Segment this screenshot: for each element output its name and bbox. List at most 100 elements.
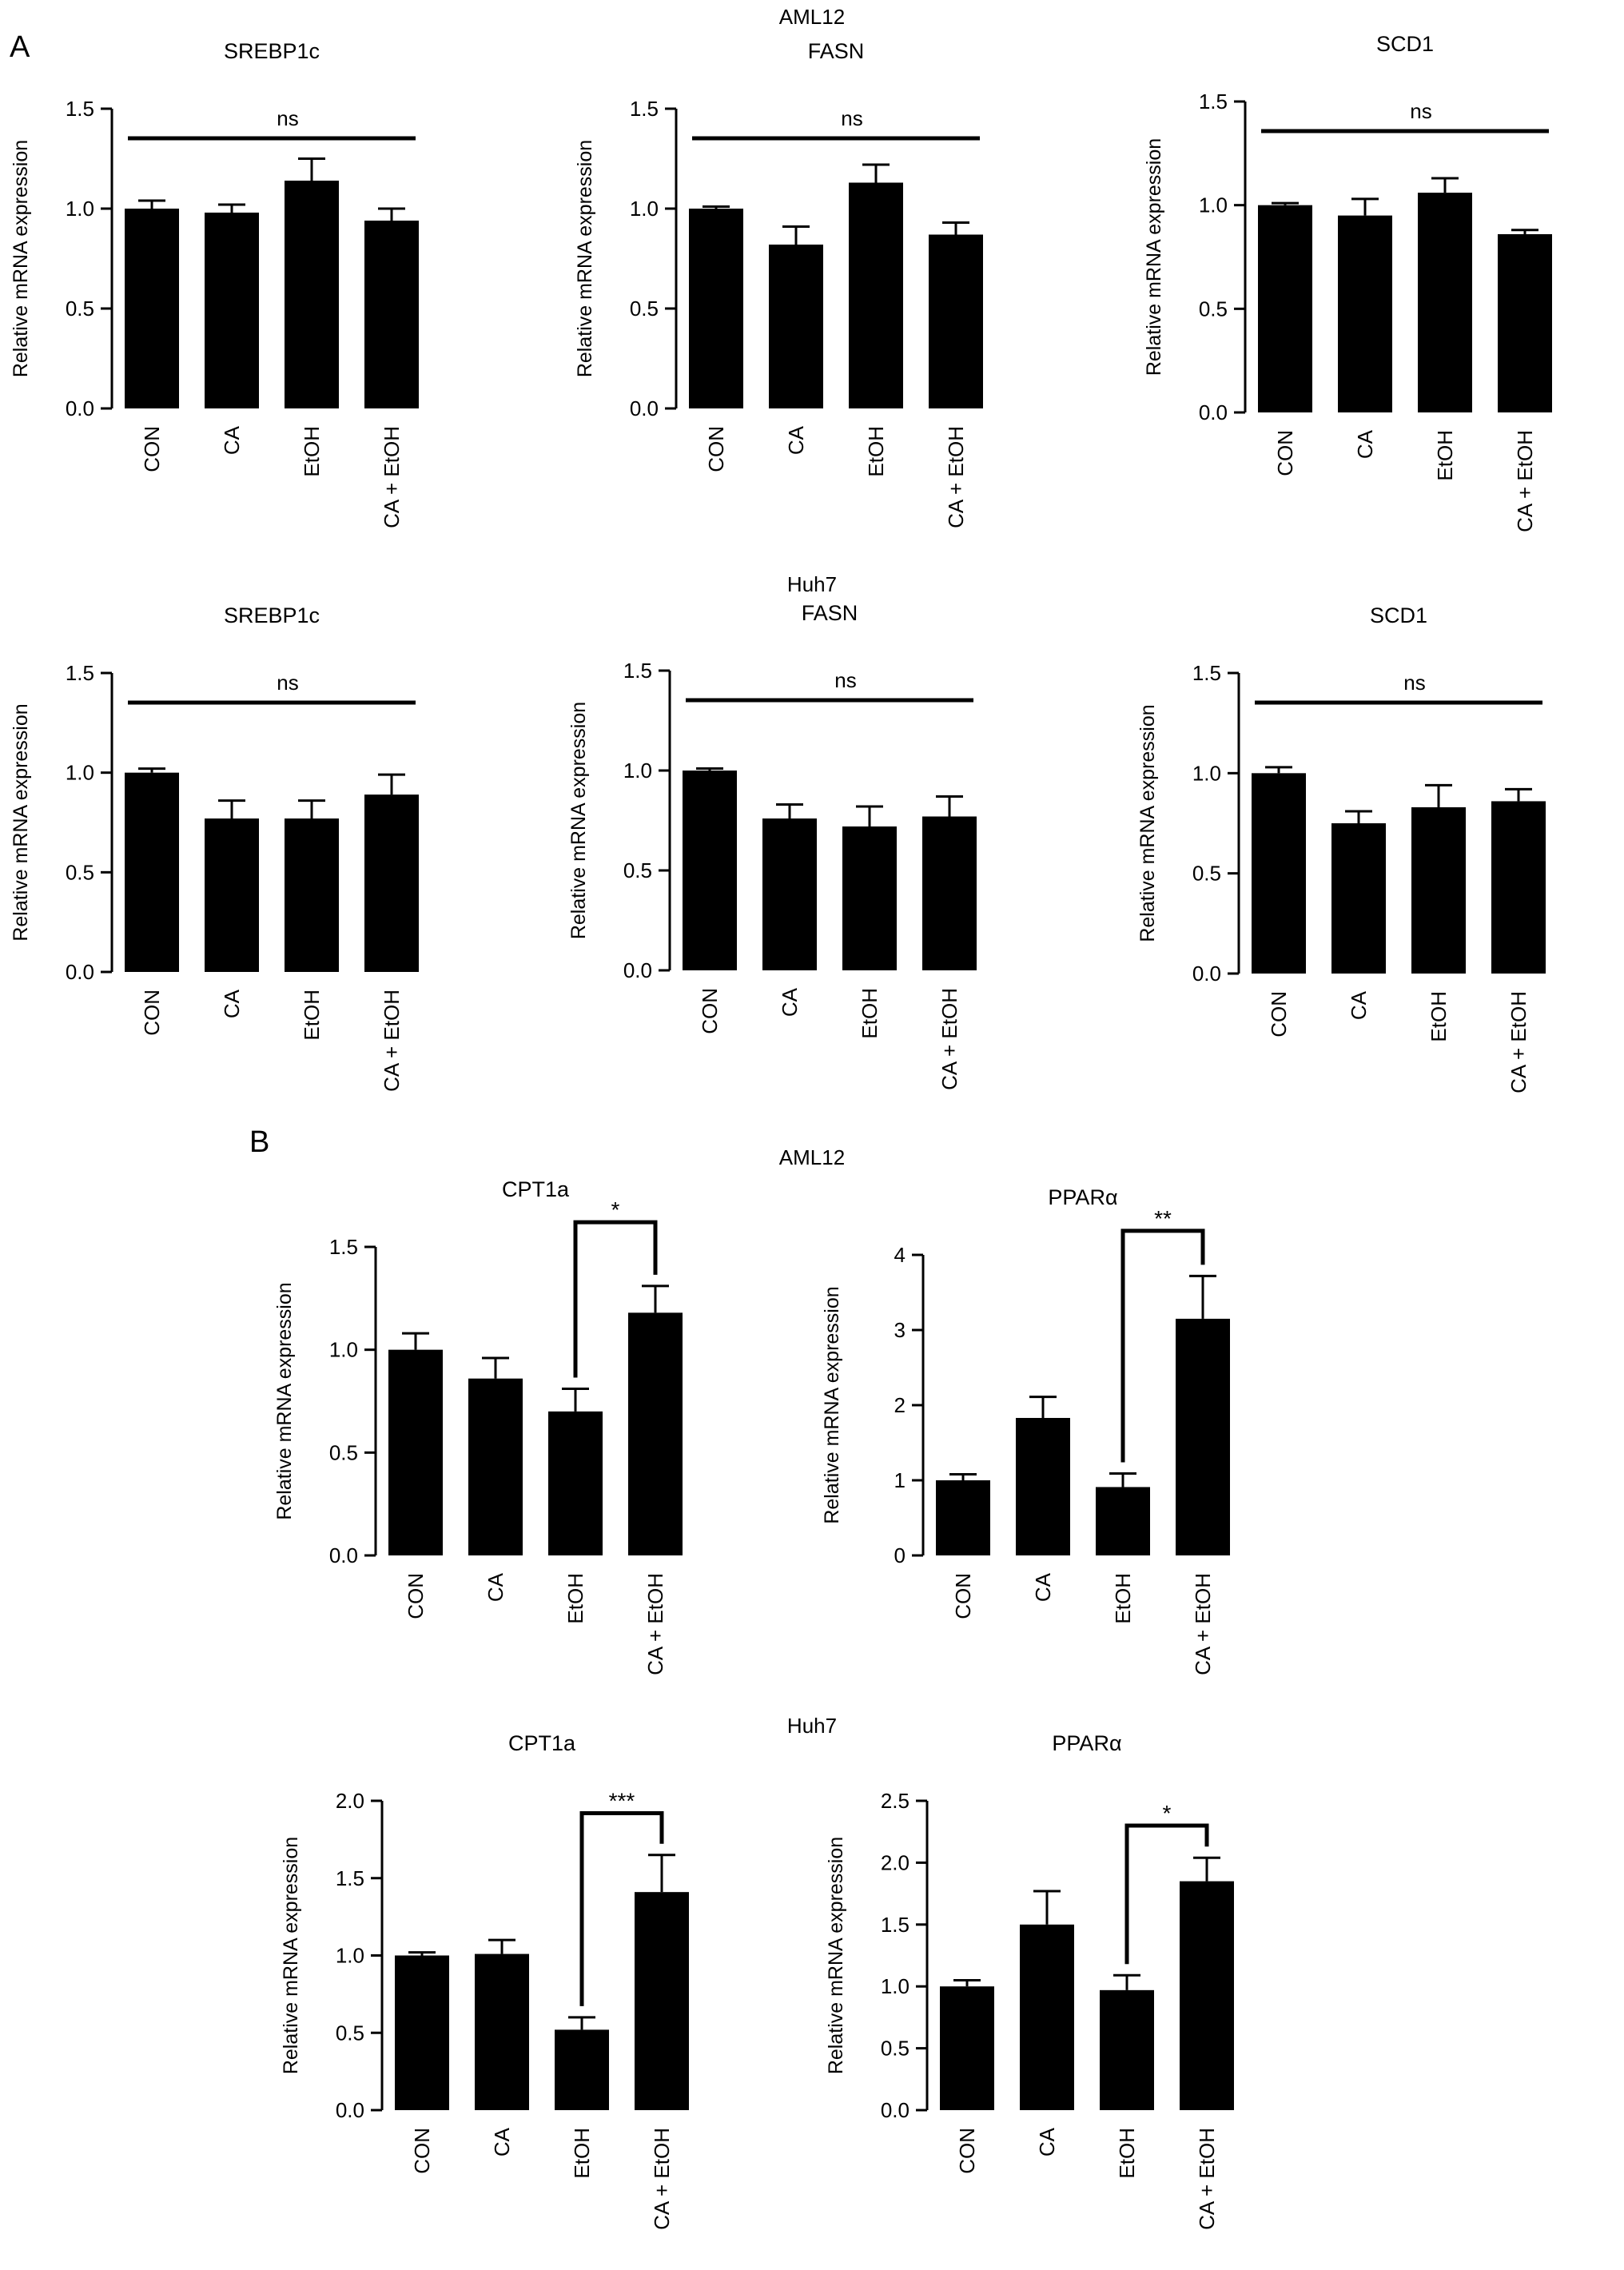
chart-title: FASN — [802, 601, 858, 625]
x-tick-label: CON — [140, 990, 164, 1036]
significance-label: ns — [1403, 671, 1425, 695]
x-tick-label: EtOH — [1433, 430, 1457, 481]
bar — [1418, 193, 1472, 412]
x-tick-label: CON — [704, 426, 728, 472]
y-tick-label: 0.0 — [66, 960, 94, 984]
y-axis-label: Relative mRNA expression — [825, 1837, 847, 2074]
bar — [929, 234, 983, 408]
significance-label: ns — [841, 106, 862, 130]
significance-label: ns — [277, 106, 298, 130]
bar — [555, 2029, 609, 2110]
y-tick-label: 1.5 — [623, 659, 652, 683]
y-tick-label: 1.0 — [881, 1974, 910, 1998]
y-tick-label: 0.0 — [881, 2098, 910, 2122]
chart-b-aml12-cpt1a: CPT1a Relative mRNA expression 0.0 0.5 1.0 1.… — [273, 1177, 683, 1675]
y-tick-label: 0.5 — [1199, 297, 1228, 321]
group-label-a-huh7: Huh7 — [786, 572, 838, 596]
chart-group: CPT1a Relative mRNA expression 0.0 0.5 1.0 1.… — [280, 1731, 689, 2230]
chart-b-huh7-cpt1a: CPT1a Relative mRNA expression 0.0 0.5 1.0 1.… — [280, 1731, 689, 2230]
x-tick-label: CA + EtOH — [380, 426, 404, 528]
significance-bracket — [1120, 1229, 1205, 1463]
y-tick-label: 0.0 — [1199, 400, 1228, 424]
y-tick-label: 0.5 — [881, 2037, 910, 2061]
x-tick-label: EtOH — [563, 1573, 587, 1624]
y-tick-label: 4 — [894, 1243, 906, 1267]
panel-letter-a: A — [10, 30, 30, 64]
chart-b-huh7-ppara: PPARα Relative mRNA expression 0.0 0.5 1.0 1.… — [825, 1731, 1234, 2230]
significance-label: ns — [834, 668, 856, 692]
y-tick-label: 1.5 — [630, 97, 659, 121]
significance-label: * — [1163, 1801, 1172, 1826]
bar — [1491, 801, 1546, 974]
bar — [364, 794, 419, 972]
x-tick-label: CON — [410, 2128, 434, 2174]
x-tick-label: CON — [1267, 991, 1291, 1037]
chart-b-aml12-ppara: PPARα Relative mRNA expression 0 1 2 3 4 CON CA E… — [821, 1185, 1230, 1675]
bar — [285, 818, 339, 972]
y-tick-label: 1.5 — [1192, 661, 1221, 685]
significance-label: ns — [1410, 99, 1431, 123]
bar — [940, 1986, 994, 2110]
y-tick-label: 1.0 — [336, 1944, 364, 1968]
x-tick-label: EtOH — [858, 988, 882, 1039]
x-tick-label: CA + EtOH — [1507, 991, 1530, 1093]
bar — [388, 1349, 443, 1555]
bar — [125, 209, 179, 408]
x-tick-label: CA + EtOH — [944, 426, 968, 528]
chart-title: PPARα — [1048, 1185, 1117, 1209]
bar — [849, 182, 903, 408]
x-tick-label: CA — [784, 425, 808, 455]
y-tick-label: 1.0 — [1192, 761, 1221, 785]
y-tick-label: 0.5 — [66, 860, 94, 884]
bar — [628, 1312, 683, 1555]
bar — [1180, 1881, 1234, 2110]
x-tick-label: EtOH — [1115, 2128, 1139, 2179]
bar — [1016, 1417, 1070, 1555]
bar — [205, 213, 259, 408]
chart-a-aml12-fasn: FASN Relative mRNA expression 0.0 0.5 1.0 1.5… — [574, 39, 983, 528]
y-tick-label: 0.0 — [623, 958, 652, 982]
y-tick-label: 1.5 — [329, 1235, 358, 1259]
bar — [205, 818, 259, 972]
y-tick-label: 2.0 — [336, 1789, 364, 1813]
y-axis-label: Relative mRNA expression — [10, 703, 32, 941]
x-tick-label: EtOH — [300, 990, 324, 1041]
significance-bracket — [573, 1220, 658, 1378]
group-label-b-huh7: Huh7 — [786, 1714, 838, 1738]
x-tick-label: CA — [1353, 429, 1377, 459]
x-tick-label: CA — [220, 989, 244, 1018]
bar — [1338, 215, 1392, 412]
bar — [922, 816, 977, 970]
x-tick-label: CA — [1031, 1572, 1055, 1602]
bar — [285, 181, 339, 408]
bar — [936, 1480, 990, 1555]
chart-group: FASN Relative mRNA expression 0.0 0.5 1.0 1.5… — [567, 601, 977, 1090]
chart-group: PPARα Relative mRNA expression 0.0 0.5 1.0 1.… — [825, 1731, 1234, 2230]
bar — [1258, 205, 1312, 412]
y-tick-label: 1.5 — [881, 1913, 910, 1937]
x-tick-label: CA + EtOH — [1195, 2128, 1219, 2230]
chart-a-huh7-srebp1c: SREBP1c Relative mRNA expression 0.0 0.5 1.0… — [10, 603, 419, 1092]
y-tick-label: 1.5 — [66, 661, 94, 685]
y-tick-label: 1.5 — [336, 1866, 364, 1890]
x-tick-label: CON — [698, 988, 722, 1034]
x-tick-label: CON — [955, 2128, 979, 2174]
bar — [1411, 806, 1466, 974]
y-tick-label: 0.0 — [66, 396, 94, 420]
x-tick-label: CA — [484, 1572, 508, 1602]
y-tick-label: 0.0 — [329, 1543, 358, 1567]
bar — [364, 221, 419, 408]
bar — [548, 1411, 603, 1555]
x-tick-label: CA + EtOH — [937, 988, 961, 1090]
x-tick-label: EtOH — [1111, 1573, 1135, 1624]
bar — [762, 818, 817, 970]
significance-label: *** — [609, 1788, 635, 1813]
bar — [468, 1378, 523, 1555]
chart-group: PPARα Relative mRNA expression 0 1 2 3 4 CON CA E… — [821, 1185, 1230, 1675]
y-tick-label: 0 — [894, 1543, 906, 1567]
y-tick-label: 0.5 — [329, 1440, 358, 1464]
chart-a-aml12-scd1: SCD1 Relative mRNA expression 0.0 0.5 1.0 1.5… — [1143, 32, 1552, 532]
y-axis-label: Relative mRNA expression — [273, 1282, 296, 1519]
y-tick-label: 0.0 — [1192, 962, 1221, 986]
bar — [125, 772, 179, 972]
